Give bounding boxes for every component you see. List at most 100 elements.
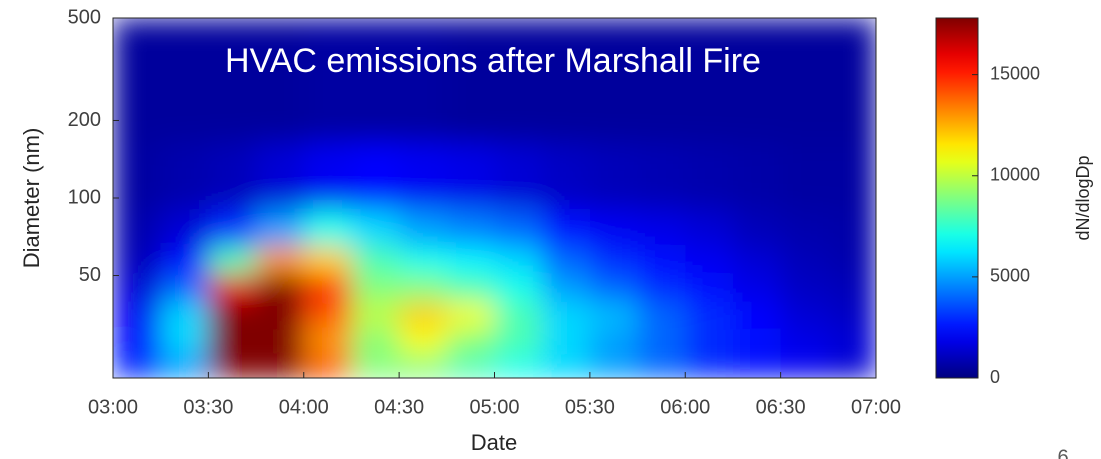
heatmap-cell: [828, 328, 876, 354]
heatmap-cell: [828, 246, 876, 275]
heatmap-cell: [304, 328, 352, 354]
heatmap-cell: [781, 246, 829, 275]
heatmap-cell: [447, 328, 495, 354]
heatmap-cell: [161, 141, 209, 209]
heatmap-cell: [113, 354, 161, 379]
heatmap-cell: [781, 354, 829, 379]
heatmap-cell: [208, 328, 256, 354]
heatmap-cell: [399, 328, 447, 354]
heatmap-cell: [542, 354, 590, 379]
heatmap-cell: [161, 18, 209, 142]
heatmap-cell: [304, 209, 352, 246]
heatmap-cell: [542, 301, 590, 328]
heatmap-cell: [495, 246, 543, 275]
heatmap-cell: [447, 141, 495, 209]
heatmap-cell: [208, 141, 256, 209]
heatmap-cell: [590, 354, 638, 379]
y-tick-label: 200: [68, 109, 101, 131]
heatmap-cell: [256, 301, 304, 328]
heatmap-cell: [590, 301, 638, 328]
heatmap-cell: [638, 328, 686, 354]
heatmap-cell: [256, 141, 304, 209]
heatmap-cell: [638, 354, 686, 379]
x-tick-label: 04:30: [374, 396, 424, 418]
heatmap-cell: [685, 274, 733, 302]
x-tick-label: 07:00: [851, 396, 901, 418]
heatmap-cell: [399, 209, 447, 246]
heatmap-cell: [781, 274, 829, 302]
heatmap-cell: [208, 274, 256, 302]
y-tick-label: 100: [68, 186, 101, 208]
heatmap-cell: [399, 354, 447, 379]
heatmap-cell: [351, 209, 399, 246]
heatmap-cell: [256, 354, 304, 379]
heatmap-cell: [447, 274, 495, 302]
heatmap-cell: [733, 141, 781, 209]
heatmap-cell: [590, 141, 638, 209]
heatmap-cell: [304, 354, 352, 379]
heatmap-cell: [781, 18, 829, 142]
y-axis-label: Diameter (nm): [19, 128, 44, 269]
heatmap-cell: [399, 246, 447, 275]
page-number: 6: [1057, 446, 1068, 459]
heatmap-cell: [495, 274, 543, 302]
heatmap-cell: [447, 246, 495, 275]
heatmap-cell: [113, 301, 161, 328]
heatmap-cell: [542, 209, 590, 246]
heatmap-cell: [161, 274, 209, 302]
heatmap-cell: [256, 328, 304, 354]
heatmap-cell: [828, 18, 876, 142]
heatmap-cell: [590, 328, 638, 354]
heatmap-cell: [161, 246, 209, 275]
heatmap-cell: [399, 274, 447, 302]
heatmap-cell: [208, 301, 256, 328]
heatmap-cell: [304, 141, 352, 209]
heatmap-cell: [447, 301, 495, 328]
heatmap-cell: [161, 328, 209, 354]
heatmap-cell: [256, 274, 304, 302]
heatmap-cell: [351, 246, 399, 275]
heatmap-cell: [638, 274, 686, 302]
chart-title: HVAC emissions after Marshall Fire: [225, 42, 761, 80]
y-tick-label: 50: [79, 264, 101, 286]
heatmap-cell: [685, 209, 733, 246]
heatmap-cell: [733, 301, 781, 328]
heatmap-cell: [781, 328, 829, 354]
colorbar-tick-label: 5000: [990, 266, 1030, 286]
heatmap-cell: [542, 274, 590, 302]
heatmap-cell: [113, 274, 161, 302]
heatmap-cell: [781, 209, 829, 246]
heatmap-cell: [590, 209, 638, 246]
heatmap-cell: [495, 209, 543, 246]
chart: HVAC emissions after Marshall Fire Date …: [0, 0, 1101, 459]
heatmap-cell: [399, 141, 447, 209]
heatmap-cell: [733, 328, 781, 354]
heatmap-cell: [113, 141, 161, 209]
heatmap-cell: [685, 301, 733, 328]
heatmap-cell: [828, 141, 876, 209]
heatmap-cell: [733, 354, 781, 379]
heatmap-cell: [495, 328, 543, 354]
colorbar: [936, 18, 978, 378]
x-tick-label: 03:00: [88, 396, 138, 418]
colorbar-tick-label: 10000: [990, 165, 1040, 185]
heatmap-cell: [256, 246, 304, 275]
heatmap-cell: [828, 301, 876, 328]
heatmap-cell: [781, 301, 829, 328]
heatmap-cell: [161, 301, 209, 328]
heatmap-cell: [685, 328, 733, 354]
heatmap-cell: [208, 246, 256, 275]
heatmap-cell: [685, 354, 733, 379]
x-axis-label: Date: [471, 430, 517, 455]
heatmap-cell: [685, 246, 733, 275]
heatmap-cell: [113, 18, 161, 142]
x-tick-label: 05:30: [565, 396, 615, 418]
x-tick-label: 04:00: [279, 396, 329, 418]
heatmap-cell: [638, 301, 686, 328]
heatmap-cell: [495, 354, 543, 379]
heatmap-cell: [733, 274, 781, 302]
heatmap-cell: [733, 246, 781, 275]
colorbar-label: dN/dlogDp: [1073, 155, 1093, 240]
heatmap-cell: [351, 274, 399, 302]
heatmap-cell: [113, 246, 161, 275]
